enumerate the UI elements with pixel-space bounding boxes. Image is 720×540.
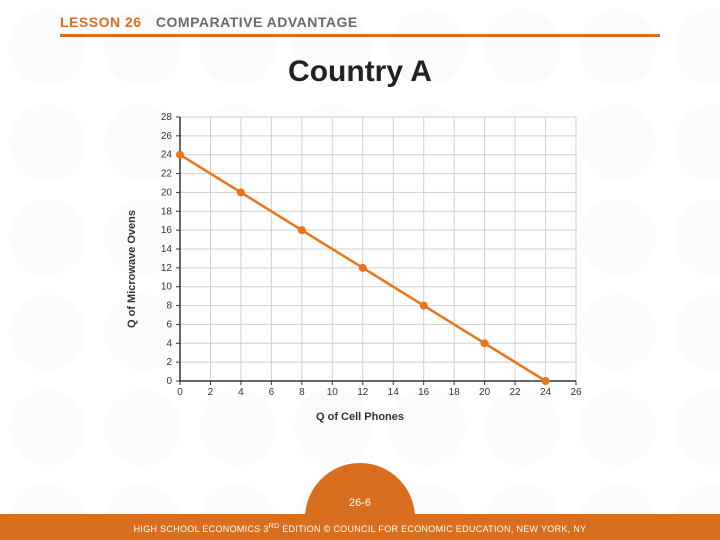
credit-post: EDITION © COUNCIL FOR ECONOMIC EDUCATION… [279, 524, 586, 534]
svg-text:0: 0 [177, 387, 183, 398]
svg-text:4: 4 [238, 387, 244, 398]
x-axis-label: Q of Cell Phones [130, 411, 590, 423]
svg-text:18: 18 [161, 206, 173, 217]
ppf-chart: Q of Microwave Ovens 0246810121416182022… [130, 109, 590, 429]
slide-title: Country A [0, 55, 720, 89]
svg-text:24: 24 [540, 387, 552, 398]
credit-ordinal: RD [269, 523, 280, 530]
svg-text:20: 20 [479, 387, 491, 398]
credit-pre: HIGH SCHOOL ECONOMICS 3 [134, 524, 269, 534]
svg-text:20: 20 [161, 187, 173, 198]
svg-text:14: 14 [161, 244, 173, 255]
header-rule [60, 34, 660, 37]
svg-text:6: 6 [166, 319, 172, 330]
page-number: 26-6 [349, 497, 371, 509]
svg-text:10: 10 [327, 387, 339, 398]
chart-svg: 0246810121416182022242602468101214161820… [130, 109, 590, 409]
lesson-number: LESSON 26 [60, 14, 142, 30]
svg-text:2: 2 [208, 387, 214, 398]
svg-text:26: 26 [570, 387, 582, 398]
svg-text:22: 22 [161, 169, 173, 180]
footer-credit-bar: HIGH SCHOOL ECONOMICS 3RD EDITION © COUN… [0, 514, 720, 540]
page-number-arc: 26-6 [305, 463, 415, 518]
svg-text:24: 24 [161, 150, 173, 161]
lesson-topic: COMPARATIVE ADVANTAGE [156, 14, 358, 30]
svg-text:2: 2 [166, 357, 172, 368]
svg-text:6: 6 [269, 387, 275, 398]
lesson-line: LESSON 26 COMPARATIVE ADVANTAGE [60, 14, 660, 30]
slide: LESSON 26 COMPARATIVE ADVANTAGE Country … [0, 0, 720, 540]
svg-text:8: 8 [299, 387, 305, 398]
svg-text:12: 12 [161, 263, 173, 274]
svg-text:14: 14 [388, 387, 400, 398]
svg-text:22: 22 [510, 387, 522, 398]
svg-text:4: 4 [166, 338, 172, 349]
svg-text:28: 28 [161, 112, 173, 123]
svg-text:10: 10 [161, 282, 173, 293]
svg-text:26: 26 [161, 131, 173, 142]
y-axis-label: Q of Microwave Ovens [126, 210, 138, 328]
svg-text:0: 0 [166, 376, 172, 387]
svg-text:16: 16 [418, 387, 430, 398]
svg-text:18: 18 [449, 387, 461, 398]
svg-text:12: 12 [357, 387, 369, 398]
svg-text:16: 16 [161, 225, 173, 236]
svg-text:8: 8 [166, 301, 172, 312]
slide-header: LESSON 26 COMPARATIVE ADVANTAGE [0, 0, 720, 41]
